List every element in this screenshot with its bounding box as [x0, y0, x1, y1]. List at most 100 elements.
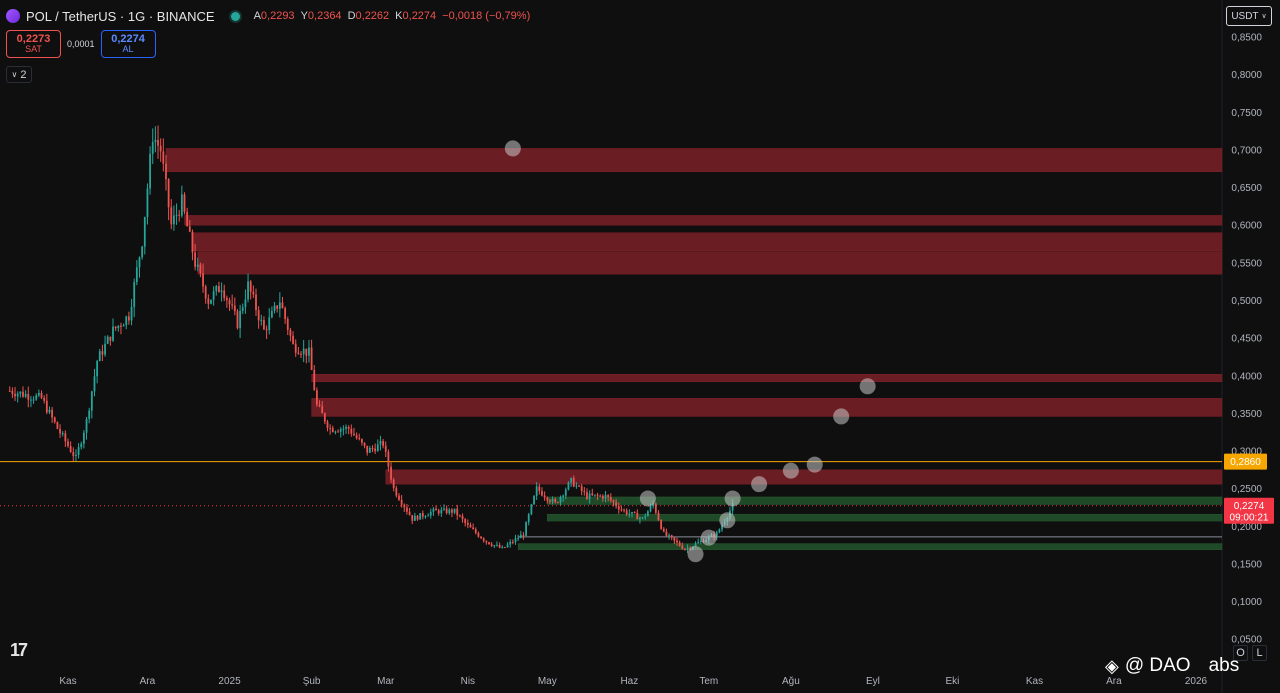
y-tick-label: 0,5000: [1231, 296, 1262, 307]
candle-body: [342, 428, 345, 430]
candle-body: [249, 281, 252, 292]
candle-body: [53, 417, 56, 423]
candle-body: [125, 316, 128, 326]
countdown-label-text: 09:00:21: [1230, 513, 1269, 524]
y-tick-label: 0,1500: [1231, 559, 1262, 570]
candle-body: [353, 433, 355, 436]
candle-body: [30, 399, 32, 401]
projection-marker: [724, 490, 741, 507]
candle-body: [586, 492, 588, 499]
candle-body: [106, 336, 109, 344]
y-tick-label: 0,0500: [1231, 635, 1262, 646]
candle-body: [466, 522, 469, 526]
indicators-count: 2: [20, 68, 27, 81]
last-price-label: [1224, 497, 1274, 524]
candle-body: [165, 163, 167, 180]
candle-body: [281, 302, 284, 309]
candle-body: [580, 485, 583, 492]
buy-price: 0,2274: [111, 33, 145, 45]
candle-body: [543, 495, 546, 498]
candle-body: [408, 511, 411, 516]
candle-body: [617, 506, 620, 510]
candle-body: [411, 515, 414, 521]
buy-button[interactable]: 0,2274 AL: [100, 30, 156, 58]
x-tick-label: Tem: [699, 676, 718, 687]
candle-body: [289, 329, 292, 336]
candle-body: [37, 392, 40, 396]
projection-marker: [687, 546, 704, 563]
candle-body: [496, 544, 498, 546]
candle-body: [276, 305, 279, 309]
candle-body: [435, 508, 437, 511]
candle-body: [390, 466, 392, 480]
buy-label: AL: [122, 44, 134, 55]
candle-body: [525, 522, 527, 536]
tradingview-logo-icon: 17: [10, 640, 28, 660]
candle-body: [676, 540, 678, 543]
x-tick-label: Ara: [1106, 676, 1122, 687]
projection-marker: [806, 456, 823, 473]
candle-body: [554, 499, 557, 503]
projection-marker: [700, 529, 717, 546]
scale-linear-button[interactable]: L: [1252, 645, 1267, 661]
candle-body: [27, 393, 30, 400]
candle-body: [694, 543, 697, 547]
candle-body: [167, 179, 170, 208]
ohlc-low: D0,2262: [347, 10, 390, 22]
chart-header: POL / TetherUS · 1G · BINANCE A0,2293 Y0…: [6, 6, 530, 26]
candle-body: [697, 541, 700, 544]
candle-body: [40, 392, 43, 398]
scale-log-button[interactable]: O: [1233, 645, 1248, 661]
spread-value: 0,0001: [67, 39, 95, 49]
symbol-title[interactable]: POL / TetherUS · 1G · BINANCE: [26, 8, 215, 24]
candle-body: [718, 529, 721, 533]
chevron-down-icon: ∨: [11, 70, 18, 79]
candle-body: [255, 294, 257, 311]
candle-body: [212, 291, 215, 300]
ohlc-change: −0,0018 (−0,79%): [442, 10, 531, 22]
candle-body: [575, 485, 578, 487]
y-tick-label: 0,1000: [1231, 597, 1262, 608]
market-open-status-icon: [230, 11, 240, 21]
x-tick-label: Haz: [620, 676, 638, 687]
sell-button[interactable]: 0,2273 SAT: [6, 30, 61, 58]
candle-body: [498, 544, 501, 548]
candle-body: [517, 538, 520, 540]
currency-select-button[interactable]: USDT ∨: [1226, 6, 1272, 26]
candle-body: [440, 509, 443, 514]
candle-body: [316, 390, 318, 405]
y-tick-label: 0,8500: [1231, 33, 1262, 44]
candle-body: [654, 503, 657, 513]
resistance-zone: [311, 398, 1223, 417]
candle-body: [427, 515, 430, 517]
candle-body: [90, 391, 93, 411]
candle-body: [24, 393, 27, 397]
candle-body: [363, 442, 366, 446]
candle-body: [689, 547, 692, 549]
candle-body: [218, 286, 220, 293]
candle-body: [175, 214, 178, 216]
candle-body: [186, 211, 189, 227]
candle-body: [180, 194, 183, 216]
candle-body: [406, 507, 408, 512]
candle-body: [326, 421, 329, 428]
binance-icon: ◈: [1105, 655, 1119, 676]
candle-body: [196, 264, 199, 267]
candle-body: [731, 503, 734, 511]
candle-body: [350, 428, 353, 434]
candle-body: [660, 520, 663, 529]
support-zone: [547, 514, 1223, 522]
candle-body: [456, 508, 459, 516]
candle-body: [562, 495, 565, 497]
indicators-toggle-button[interactable]: ∨ 2: [6, 66, 32, 83]
candle-body: [247, 281, 249, 300]
candle-body: [721, 524, 723, 530]
projection-marker: [859, 378, 876, 395]
candle-body: [284, 308, 287, 320]
candle-body: [556, 502, 559, 504]
resistance-zone: [184, 215, 1223, 226]
candle-body: [398, 495, 400, 500]
candle-body: [104, 343, 106, 355]
candle-body: [43, 397, 46, 401]
